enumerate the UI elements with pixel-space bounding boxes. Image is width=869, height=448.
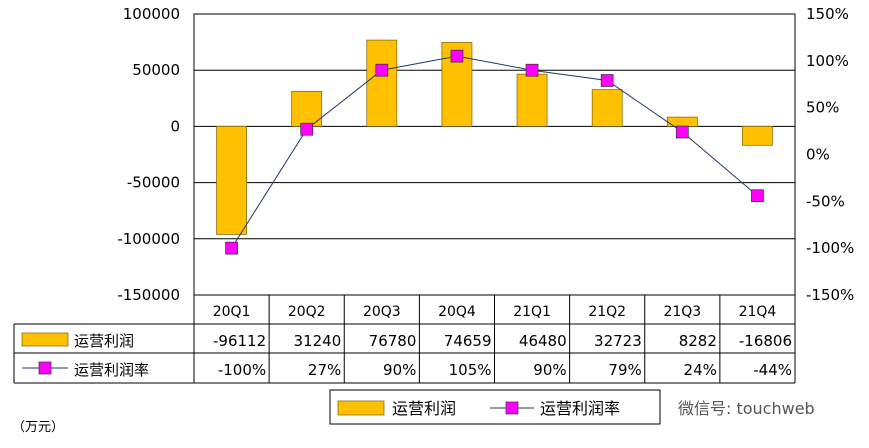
line-value-label: 105% (449, 361, 492, 379)
line-marker (375, 63, 389, 77)
line-value-label: 90% (533, 361, 566, 379)
bar (366, 39, 398, 127)
legend: 运营利润 运营利润率 (329, 389, 661, 425)
right-tick-label: -50% (806, 192, 845, 210)
bar (291, 90, 323, 127)
left-tick-label: -150000 (117, 286, 180, 304)
right-tick-label: 150% (806, 5, 849, 23)
category-label: 20Q1 (213, 304, 251, 320)
left-tick-label: 50000 (132, 61, 180, 79)
line-value-label: 27% (308, 361, 341, 379)
line-marker (300, 122, 314, 136)
category-label: 21Q4 (739, 304, 777, 320)
watermark: 微信号: touchweb (678, 399, 815, 418)
category-label: 21Q3 (663, 304, 701, 320)
right-tick-label: -150% (806, 286, 854, 304)
line-value-label: -100% (218, 361, 266, 379)
series-line (231, 55, 758, 249)
bar-value-label: 74659 (444, 332, 492, 350)
left-tick-label: 0 (170, 117, 180, 135)
plot-background (194, 14, 795, 295)
table-bar-swatch (21, 332, 69, 347)
legend-bar-label: 运营利润 (392, 399, 456, 418)
line-series (225, 49, 764, 255)
line-value-label: 90% (383, 361, 416, 379)
left-tick-label: -50000 (127, 174, 180, 192)
line-value-label: 24% (684, 361, 717, 379)
right-tick-label: 100% (806, 52, 849, 70)
data-table: 20Q1 20Q2 20Q3 20Q4 21Q1 21Q2 21Q3 21Q4 运营利润 -961… (13, 14, 796, 384)
bar-series (216, 39, 773, 235)
right-tick-label: 50% (806, 99, 839, 117)
legend-box (329, 389, 661, 425)
line-value-label: 79% (608, 361, 641, 379)
line-value-label: -44% (753, 361, 792, 379)
right-axis-ticks: 150% 100% 50% 0% -50% -100% -150% (806, 5, 854, 304)
category-label: 21Q2 (588, 304, 626, 320)
category-label: 20Q4 (438, 304, 476, 320)
bar (216, 126, 247, 235)
line-marker (225, 241, 238, 255)
unit-label: （万元） (12, 420, 64, 435)
right-tick-label: -100% (806, 239, 854, 257)
bar-value-label: -96112 (213, 332, 266, 350)
line-marker (751, 189, 764, 203)
category-label: 21Q1 (513, 304, 551, 320)
left-tick-label: -100000 (117, 230, 180, 248)
line-marker (525, 63, 539, 77)
table-marker-swatch (38, 361, 52, 375)
left-axis-ticks: 100000 50000 0 -50000 -100000 -150000 (117, 5, 180, 304)
legend-bar-swatch (337, 400, 385, 416)
category-label: 20Q2 (288, 304, 326, 320)
legend-line-label: 运营利润率 (540, 399, 620, 418)
bar (591, 89, 623, 127)
line-marker (600, 74, 614, 87)
bar-value-label: 31240 (294, 332, 342, 350)
line-marker (675, 125, 689, 139)
right-tick-label: 0% (806, 146, 830, 164)
category-label: 20Q3 (363, 304, 401, 320)
bar (742, 126, 773, 146)
table-row-label: 运营利润 (74, 332, 134, 350)
bar-value-label: 8282 (679, 332, 717, 350)
bar (516, 73, 548, 127)
table-row-label: 运营利润率 (74, 361, 149, 379)
bar-value-label: -16806 (739, 332, 792, 350)
line-marker (450, 49, 464, 63)
bar-value-label: 76780 (369, 332, 417, 350)
legend-marker-swatch (505, 401, 519, 415)
bar-value-label: 46480 (519, 332, 567, 350)
bar-value-label: 32723 (594, 332, 642, 350)
left-tick-label: 100000 (123, 5, 180, 23)
